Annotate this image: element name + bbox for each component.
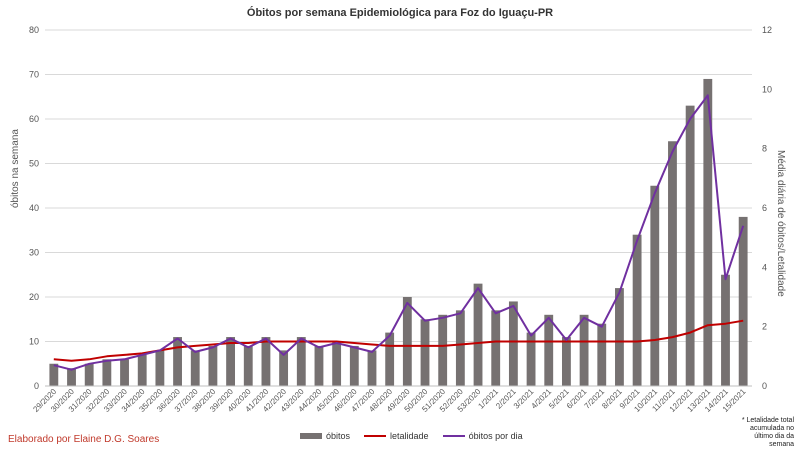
bar	[120, 359, 129, 386]
bar	[261, 337, 271, 386]
y-tick-label-left: 0	[34, 381, 39, 391]
legend-swatch-obitos	[300, 433, 322, 439]
bar	[491, 310, 501, 386]
legend-swatch-obitos-por-dia	[442, 435, 465, 437]
bar	[49, 363, 59, 386]
obitos-por-dia-line	[53, 94, 745, 371]
bar	[314, 345, 324, 386]
bar	[84, 363, 94, 386]
bar	[721, 274, 730, 386]
bar	[279, 350, 289, 386]
bar	[102, 359, 112, 386]
y-tick-label-right: 8	[762, 144, 767, 154]
bar	[349, 345, 359, 386]
y-tick-label-right: 0	[762, 381, 767, 391]
y-tick-label-left: 80	[29, 25, 39, 35]
bar	[367, 350, 377, 386]
bar	[703, 78, 713, 386]
credit-text: Elaborado por Elaine D.G. Soares	[8, 434, 160, 445]
y-tick-label-left: 40	[29, 203, 39, 213]
bar	[226, 337, 236, 386]
y-tick-label-right: 4	[762, 262, 767, 272]
y-tick-label-right: 10	[762, 84, 772, 94]
footnote: * Letalidade total acumulada no último d…	[741, 417, 794, 448]
bar	[597, 323, 607, 386]
bar	[173, 337, 182, 386]
y-tick-label-right: 12	[762, 25, 772, 35]
bar	[208, 345, 218, 386]
bar	[190, 350, 200, 386]
bar	[579, 314, 589, 386]
bar	[685, 105, 695, 387]
bar	[544, 314, 554, 386]
legend-item-letalidade: letalidade	[364, 431, 429, 441]
legend-item-obitos-por-dia: óbitos por dia	[442, 431, 523, 441]
legend: óbitos letalidade óbitos por dia	[300, 431, 523, 441]
bar	[473, 283, 483, 386]
bar	[668, 141, 677, 386]
bar	[615, 288, 624, 386]
bar	[561, 337, 571, 386]
y-tick-label-left: 60	[29, 114, 39, 124]
bar	[137, 354, 147, 386]
chart-title: Óbitos por semana Epidemiológica para Fo…	[246, 7, 554, 19]
bar	[508, 301, 518, 386]
legend-item-obitos: óbitos	[300, 431, 350, 441]
bar	[402, 297, 412, 386]
bar	[526, 332, 536, 386]
legend-label-letalidade: letalidade	[390, 431, 429, 441]
bar	[650, 185, 660, 386]
bar	[455, 310, 465, 386]
bar	[438, 314, 448, 386]
y-tick-label-left: 30	[29, 248, 39, 258]
y-tick-label-left: 20	[29, 292, 39, 302]
bar	[385, 332, 395, 386]
y-tick-label-right: 6	[762, 203, 767, 213]
y-tick-label-right: 2	[762, 322, 767, 332]
bar	[243, 345, 253, 386]
legend-label-obitos-por-dia: óbitos por dia	[468, 431, 523, 441]
bar	[67, 368, 76, 386]
bar	[155, 350, 165, 386]
bar	[420, 319, 430, 386]
letalidade-line	[53, 319, 744, 362]
y-tick-label-left: 50	[29, 159, 39, 169]
legend-swatch-letalidade	[364, 435, 387, 437]
bar	[738, 216, 748, 386]
legend-label-obitos: óbitos	[326, 431, 351, 441]
bar	[332, 341, 342, 386]
bar	[296, 337, 306, 386]
bar	[632, 234, 642, 386]
y-tick-label-left: 10	[29, 337, 39, 347]
y-tick-label-left: 70	[29, 70, 39, 80]
